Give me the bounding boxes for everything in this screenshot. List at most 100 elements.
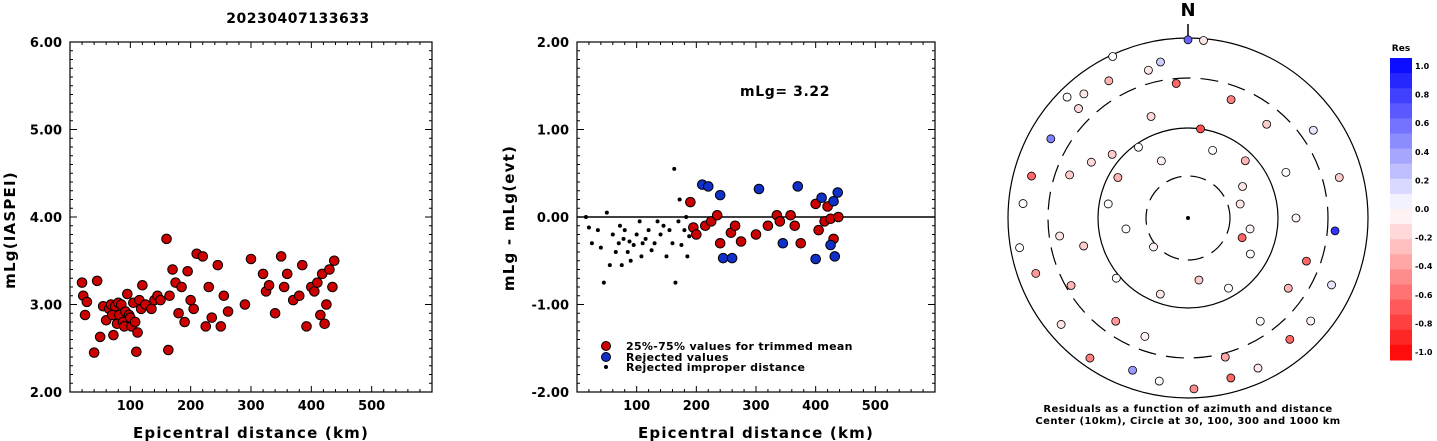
data-point: [685, 196, 696, 208]
data-point: [281, 268, 293, 280]
station-residual-point: [1226, 95, 1236, 104]
station-residual-point: [1108, 52, 1118, 61]
legend-label-rejected: Rejected values: [626, 351, 729, 364]
colorbar-band: [1390, 254, 1412, 270]
station-residual-point: [1103, 199, 1113, 209]
plot3-points: [1015, 35, 1344, 394]
station-residual-point: [1062, 92, 1072, 102]
improper-point: [607, 263, 612, 268]
station-residual-point: [1015, 243, 1024, 253]
improper-point: [634, 232, 639, 237]
y-tick-label: -1.00: [532, 299, 569, 314]
data-point: [777, 237, 789, 249]
station-residual-point: [1302, 256, 1311, 266]
data-point: [702, 181, 714, 192]
data-point: [833, 211, 844, 223]
data-point: [257, 268, 269, 280]
station-residual-point: [1104, 76, 1114, 86]
station-residual-point: [1121, 224, 1131, 234]
station-residual-point: [1046, 134, 1056, 144]
station-residual-point: [1183, 35, 1193, 45]
improper-point: [619, 263, 624, 268]
improper-point: [598, 245, 603, 250]
station-residual-point: [1306, 316, 1316, 326]
station-residual-point: [1171, 79, 1181, 88]
data-point: [825, 239, 836, 251]
colorbar-tick-label: 0.8: [1415, 91, 1430, 100]
x-tick-label: 100: [117, 399, 144, 414]
improper-point: [672, 166, 677, 171]
legend-label-improper: Rejected improper distance: [626, 361, 805, 374]
station-residual-point: [1330, 226, 1340, 236]
y-tick-label: 3.00: [30, 299, 62, 314]
data-point: [735, 236, 747, 247]
data-point: [146, 303, 157, 315]
data-point: [88, 347, 100, 358]
station-residual-point: [1085, 353, 1095, 363]
data-point: [762, 220, 774, 232]
improper-point: [631, 243, 636, 247]
data-point: [206, 312, 218, 323]
colorbar-band: [1390, 193, 1412, 210]
circle-100km: [1097, 127, 1279, 309]
data-point: [774, 216, 786, 227]
data-point: [278, 281, 290, 293]
data-point: [122, 288, 133, 300]
station-residual-point: [1086, 157, 1096, 167]
data-point: [750, 229, 762, 240]
data-point: [197, 251, 209, 262]
colorbar-band: [1390, 284, 1412, 301]
colorbar: Res 1.0 0.8 0.6 0.4 0.2 0.0 -0.2 -0.4 -0.6 -0.8 -1…: [1390, 44, 1433, 361]
data-point: [263, 279, 275, 291]
plot1-points: [76, 233, 340, 358]
data-point: [269, 307, 281, 319]
data-point: [729, 220, 741, 232]
colorbar-tick-label: -0.6: [1415, 291, 1433, 300]
data-point: [328, 255, 340, 267]
colorbar-band: [1390, 299, 1412, 316]
station-residual-point: [1226, 373, 1236, 383]
legend-label-trimmed: 25%-75% values for trimmed mean: [626, 340, 853, 353]
data-point: [200, 321, 212, 332]
data-point: [691, 229, 702, 240]
data-point: [813, 224, 824, 236]
colorbar-band: [1390, 88, 1412, 104]
station-residual-point: [1208, 145, 1218, 155]
data-point: [753, 183, 765, 195]
data-point: [81, 296, 93, 308]
data-point: [164, 290, 175, 302]
mlg-annotation: mLg= 3.22: [740, 84, 830, 100]
data-point: [296, 259, 308, 271]
improper-point: [628, 258, 633, 263]
data-point: [312, 277, 323, 288]
station-residual-point: [1189, 384, 1199, 394]
colorbar-band: [1390, 209, 1412, 225]
station-residual-point: [1031, 269, 1041, 278]
data-point: [324, 264, 335, 275]
x-tick-label: 400: [298, 399, 325, 414]
data-point: [810, 253, 821, 265]
data-point: [137, 279, 148, 291]
data-point: [222, 306, 234, 317]
y-tick-label: -2.00: [532, 386, 569, 401]
data-point: [828, 195, 839, 207]
improper-point: [617, 223, 622, 228]
colorbar-tick-label: 0.0: [1415, 205, 1430, 214]
station-residual-point: [1245, 224, 1255, 234]
improper-point: [595, 228, 600, 233]
legend: 25%-75% values for trimmed mean Rejected…: [601, 340, 853, 374]
colorbar-band: [1390, 269, 1412, 285]
data-point: [91, 275, 103, 287]
data-point: [76, 277, 88, 288]
station-residual-point: [1074, 104, 1083, 113]
plot2-ylabel: mLg - mLg(evt): [500, 145, 518, 291]
improper-point: [601, 280, 606, 285]
improper-point: [673, 280, 678, 285]
improper-point: [670, 241, 675, 246]
north-label: N: [1180, 0, 1195, 21]
data-point: [327, 281, 338, 293]
x-tick-label: 200: [683, 399, 710, 414]
station-residual-point: [1146, 112, 1156, 121]
station-residual-point: [1111, 273, 1121, 283]
